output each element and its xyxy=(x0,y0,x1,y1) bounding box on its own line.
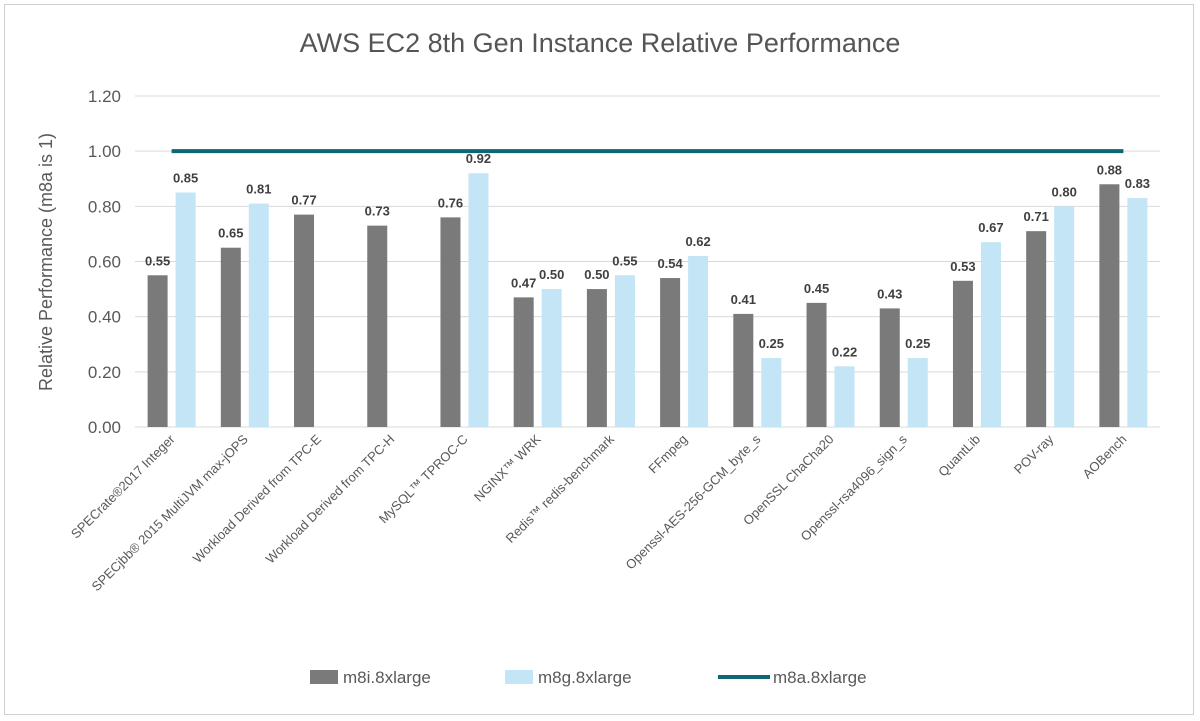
bar-m8i.8xlarge xyxy=(952,280,973,427)
x-tick-label: FFmpeg xyxy=(645,432,690,477)
bar-m8g.8xlarge xyxy=(980,242,1001,427)
data-label: 0.77 xyxy=(291,193,316,208)
data-label: 0.50 xyxy=(584,267,609,282)
data-label: 0.55 xyxy=(612,253,637,268)
data-label: 0.62 xyxy=(685,234,710,249)
bar-m8g.8xlarge xyxy=(248,203,269,427)
data-label: 0.47 xyxy=(511,275,536,290)
x-tick-label: NGINX™ WRK xyxy=(471,431,544,504)
legend-swatch xyxy=(310,670,338,684)
data-label: 0.85 xyxy=(173,171,198,186)
x-tick-label: Workload Derived from TPC-H xyxy=(262,432,397,567)
y-tick-label: 0.20 xyxy=(88,363,121,382)
data-label: 0.53 xyxy=(950,259,975,274)
legend-label: m8i.8xlarge xyxy=(343,668,431,687)
bar-m8g.8xlarge xyxy=(541,289,562,427)
bar-m8i.8xlarge xyxy=(660,278,681,427)
data-label: 0.22 xyxy=(832,344,857,359)
data-label: 0.83 xyxy=(1125,176,1150,191)
bar-m8i.8xlarge xyxy=(806,302,827,427)
data-label: 0.43 xyxy=(877,286,902,301)
bar-m8i.8xlarge xyxy=(733,313,754,427)
x-tick-label: QuantLib xyxy=(935,432,983,480)
data-label: 0.55 xyxy=(145,253,170,268)
x-tick-label: POV-ray xyxy=(1011,431,1057,477)
data-label: 0.80 xyxy=(1052,184,1077,199)
x-tick-label: AOBench xyxy=(1080,432,1130,482)
bar-m8g.8xlarge xyxy=(1054,206,1075,427)
y-tick-label: 1.20 xyxy=(88,87,121,106)
data-label: 0.92 xyxy=(466,151,491,166)
bar-m8g.8xlarge xyxy=(468,173,489,427)
bar-m8i.8xlarge xyxy=(220,247,241,427)
bar-m8i.8xlarge xyxy=(879,308,900,427)
bar-m8i.8xlarge xyxy=(294,214,315,427)
y-tick-label: 0.00 xyxy=(88,418,121,437)
x-tick-label: Workload Derived from TPC-E xyxy=(190,431,325,566)
bar-m8i.8xlarge xyxy=(513,297,534,427)
data-label: 0.25 xyxy=(759,336,784,351)
bar-m8g.8xlarge xyxy=(834,366,855,427)
data-label: 0.81 xyxy=(246,182,271,197)
y-tick-label: 0.60 xyxy=(88,253,121,272)
x-tick-label: Openssl-AES-256-GCM_byte_s xyxy=(623,431,764,572)
data-label: 0.45 xyxy=(804,281,829,296)
bar-m8i.8xlarge xyxy=(1026,231,1047,427)
data-label: 0.50 xyxy=(539,267,564,282)
bar-m8i.8xlarge xyxy=(147,275,168,427)
chart-frame xyxy=(4,4,1194,715)
y-tick-label: 1.00 xyxy=(88,142,121,161)
bar-m8g.8xlarge xyxy=(1127,198,1148,427)
bar-m8g.8xlarge xyxy=(907,358,928,427)
bar-m8g.8xlarge xyxy=(614,275,635,427)
chart-title: AWS EC2 8th Gen Instance Relative Perfor… xyxy=(300,28,901,58)
data-label: 0.88 xyxy=(1097,162,1122,177)
legend-label: m8g.8xlarge xyxy=(538,668,632,687)
data-label: 0.71 xyxy=(1024,209,1049,224)
data-label: 0.73 xyxy=(365,204,390,219)
bar-m8i.8xlarge xyxy=(367,225,388,427)
bar-m8g.8xlarge xyxy=(688,255,709,427)
y-tick-label: 0.80 xyxy=(88,197,121,216)
data-label: 0.67 xyxy=(978,220,1003,235)
y-axis-label: Relative Performance (m8a is 1) xyxy=(36,133,56,391)
data-label: 0.54 xyxy=(657,256,683,271)
data-label: 0.76 xyxy=(438,195,463,210)
y-tick-label: 0.40 xyxy=(88,308,121,327)
data-label: 0.25 xyxy=(905,336,930,351)
x-tick-label: SPECjbb® 2015 MultiJVM max-jOPS xyxy=(88,431,251,594)
legend-swatch xyxy=(505,670,533,684)
legend-label: m8a.8xlarge xyxy=(773,668,867,687)
data-label: 0.65 xyxy=(218,226,243,241)
data-label: 0.41 xyxy=(731,292,756,307)
bar-m8i.8xlarge xyxy=(440,217,461,427)
bar-m8g.8xlarge xyxy=(761,358,782,427)
bar-m8i.8xlarge xyxy=(586,289,607,427)
bar-m8i.8xlarge xyxy=(1099,184,1120,427)
bar-m8g.8xlarge xyxy=(175,192,196,427)
